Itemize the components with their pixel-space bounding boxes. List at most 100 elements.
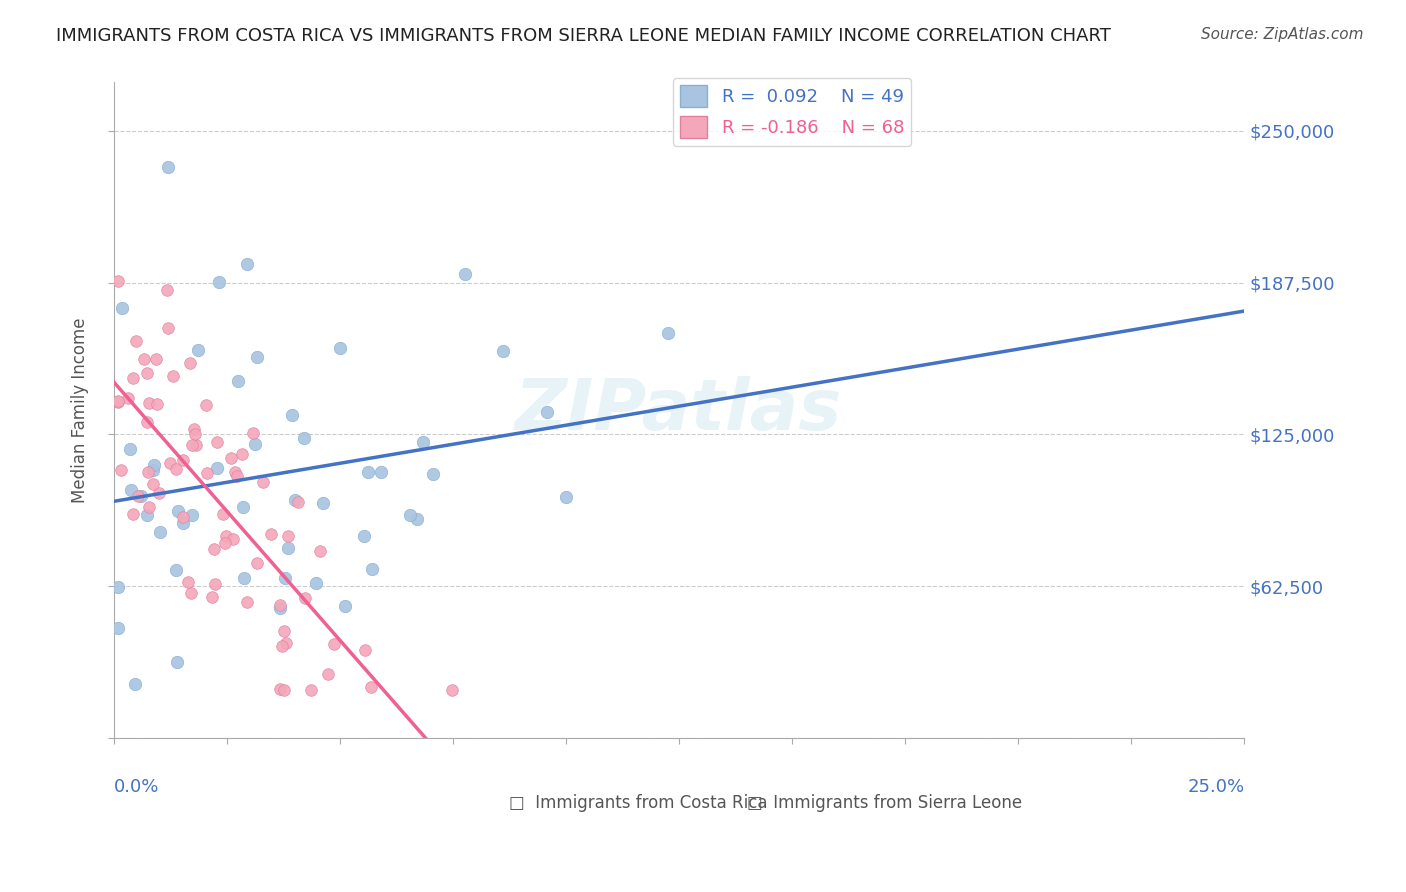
Point	[122, 370, 145, 384]
Point	[299, 682, 322, 697]
Point	[224, 465, 246, 479]
Point	[165, 563, 187, 577]
Point	[219, 450, 242, 465]
Point	[124, 677, 146, 691]
Point	[172, 516, 194, 530]
Point	[440, 682, 463, 697]
Legend: R =  0.092    N = 49, R = -0.186    N = 68: R = 0.092 N = 49, R = -0.186 N = 68	[673, 78, 911, 145]
Point	[134, 352, 156, 367]
Point	[280, 408, 302, 422]
Point	[205, 461, 228, 475]
Point	[111, 301, 134, 315]
Point	[260, 527, 283, 541]
Point	[205, 435, 228, 450]
Point	[129, 489, 152, 503]
Text: □  Immigrants from Sierra Leone: □ Immigrants from Sierra Leone	[747, 794, 1022, 812]
Point	[333, 599, 356, 613]
Point	[353, 529, 375, 543]
Point	[287, 494, 309, 508]
Point	[149, 524, 172, 539]
Point	[145, 351, 167, 366]
Point	[231, 447, 253, 461]
Point	[181, 508, 204, 522]
Point	[405, 512, 427, 526]
Point	[269, 681, 291, 696]
Point	[269, 598, 291, 612]
Point	[135, 366, 157, 380]
Point	[110, 463, 132, 477]
Point	[292, 431, 315, 445]
Text: □  Immigrants from Costa Rica: □ Immigrants from Costa Rica	[509, 794, 768, 812]
Point	[246, 556, 269, 570]
Point	[127, 489, 149, 503]
Point	[312, 496, 335, 510]
Point	[107, 621, 129, 635]
Point	[165, 462, 187, 476]
Point	[277, 529, 299, 543]
Point	[107, 395, 129, 409]
Point	[146, 397, 169, 411]
Point	[120, 442, 142, 457]
Point	[277, 541, 299, 556]
Text: ZIPatlas: ZIPatlas	[515, 376, 842, 445]
Point	[242, 425, 264, 440]
Point	[273, 624, 295, 638]
Point	[221, 532, 243, 546]
Point	[121, 507, 143, 521]
Point	[183, 422, 205, 436]
Point	[215, 529, 238, 543]
Point	[235, 595, 257, 609]
Point	[361, 562, 384, 576]
Point	[107, 274, 129, 288]
Point	[201, 591, 224, 605]
Point	[194, 398, 217, 412]
Point	[136, 415, 159, 429]
Point	[120, 483, 142, 498]
Point	[125, 334, 148, 348]
Point	[107, 580, 129, 594]
Point	[208, 275, 231, 289]
Point	[422, 467, 444, 482]
Point	[156, 283, 179, 297]
Point	[657, 326, 679, 340]
Point	[284, 493, 307, 508]
Point	[148, 486, 170, 500]
Point	[274, 571, 297, 585]
Point	[166, 656, 188, 670]
Point	[276, 636, 298, 650]
Point	[172, 510, 194, 524]
Point	[179, 356, 201, 370]
Point	[246, 350, 269, 364]
Point	[357, 465, 380, 479]
Point	[167, 504, 190, 518]
Point	[536, 405, 558, 419]
Point	[305, 576, 328, 591]
Point	[138, 500, 160, 514]
Point	[554, 490, 576, 504]
Point	[186, 438, 208, 452]
Text: 0.0%: 0.0%	[114, 778, 159, 796]
Y-axis label: Median Family Income: Median Family Income	[72, 318, 89, 503]
Point	[318, 667, 340, 681]
Point	[204, 577, 226, 591]
Point	[142, 476, 165, 491]
Point	[184, 427, 207, 442]
Text: 25.0%: 25.0%	[1187, 778, 1244, 796]
Point	[232, 571, 254, 585]
Point	[360, 680, 382, 694]
Point	[195, 467, 218, 481]
Point	[159, 456, 181, 470]
Point	[243, 437, 266, 451]
Point	[228, 374, 250, 388]
Point	[353, 643, 375, 657]
Point	[117, 391, 139, 405]
Point	[172, 453, 194, 467]
Point	[156, 321, 179, 335]
Point	[136, 466, 159, 480]
Point	[370, 465, 392, 479]
Point	[107, 394, 129, 409]
Point	[236, 257, 259, 271]
Point	[138, 396, 160, 410]
Point	[412, 435, 434, 450]
Point	[271, 639, 294, 653]
